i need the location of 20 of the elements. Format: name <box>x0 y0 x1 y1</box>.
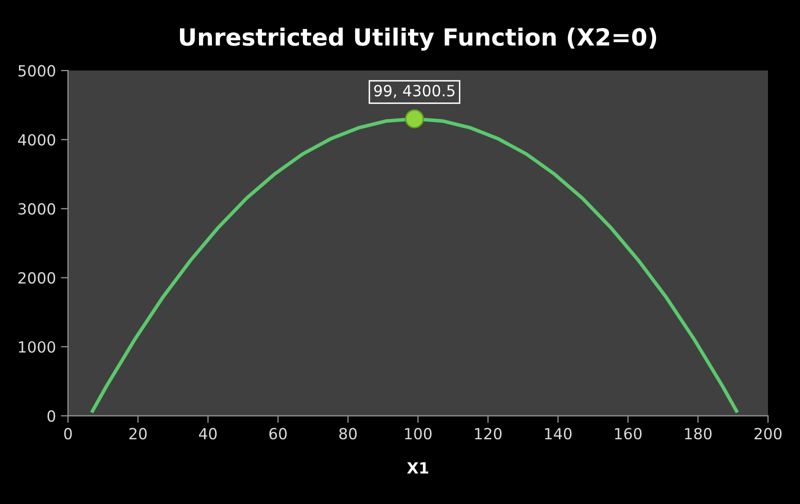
x-axis-title: X1 <box>407 462 428 474</box>
x-tick-label: 180 <box>685 428 712 440</box>
y-tick-label: 5000 <box>18 65 56 77</box>
x-tick-label: 120 <box>475 428 502 440</box>
x-tick-label: 0 <box>64 428 72 440</box>
x-tick-label: 40 <box>199 428 217 440</box>
x-tick-label: 100 <box>405 428 432 440</box>
y-tick-label: 1000 <box>18 341 56 353</box>
chart-title: Unrestricted Utility Function (X2=0) <box>180 28 656 51</box>
y-tick-label: 2000 <box>18 272 56 284</box>
y-tick-label: 4000 <box>18 134 56 146</box>
x-tick-label: 60 <box>269 428 287 440</box>
x-tick-label: 20 <box>129 428 147 440</box>
x-tick-label: 160 <box>615 428 642 440</box>
x-tick-label: 200 <box>754 428 782 440</box>
x-tick-label: 140 <box>545 428 572 440</box>
data-label: 99, 4300.5 <box>374 84 454 98</box>
y-tick-label: 0 <box>47 410 56 422</box>
x-tick-label: 80 <box>339 428 357 440</box>
y-tick-label: 3000 <box>18 203 56 215</box>
